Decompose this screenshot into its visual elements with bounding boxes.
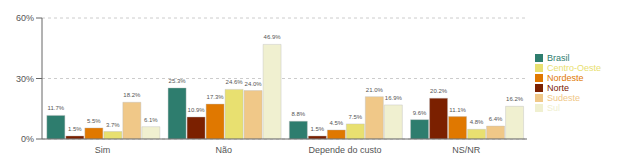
svg-text:25.3%: 25.3% xyxy=(169,78,187,84)
svg-text:Depende do custo: Depende do custo xyxy=(309,145,382,155)
svg-text:30%: 30% xyxy=(16,74,34,84)
svg-text:21.0%: 21.0% xyxy=(366,87,384,93)
svg-text:Sim: Sim xyxy=(95,145,111,155)
html-text:Sudeste: Sudeste xyxy=(547,92,580,103)
html-text:Nordeste: Nordeste xyxy=(547,72,584,83)
svg-text:16.2%: 16.2% xyxy=(506,96,524,102)
html-text:Sul: Sul xyxy=(547,102,560,113)
svg-text:NS/NR: NS/NR xyxy=(452,145,481,155)
svg-text:7.5%: 7.5% xyxy=(348,114,362,120)
svg-text:1.5%: 1.5% xyxy=(68,126,82,132)
svg-text:24.0%: 24.0% xyxy=(245,81,263,87)
svg-text:0%: 0% xyxy=(21,134,34,144)
svg-text:9.6%: 9.6% xyxy=(413,110,427,116)
svg-text:11.7%: 11.7% xyxy=(48,105,65,111)
svg-text:17.3%: 17.3% xyxy=(207,94,225,100)
svg-text:18.2%: 18.2% xyxy=(123,92,141,98)
html-text:Centro-Oeste: Centro-Oeste xyxy=(547,62,601,73)
svg-text:4.5%: 4.5% xyxy=(329,120,343,126)
svg-text:60%: 60% xyxy=(16,13,34,23)
svg-text:5.5%: 5.5% xyxy=(87,118,101,124)
html-text:Norte: Norte xyxy=(547,82,569,93)
svg-text:11.1%: 11.1% xyxy=(449,107,466,113)
svg-text:46.9%: 46.9% xyxy=(264,34,282,40)
svg-text:24.6%: 24.6% xyxy=(226,79,244,85)
svg-text:20.2%: 20.2% xyxy=(430,88,448,94)
html-text:Brasil: Brasil xyxy=(547,52,570,63)
svg-text:Não: Não xyxy=(216,145,233,155)
svg-text:16.9%: 16.9% xyxy=(385,95,403,101)
svg-text:6.4%: 6.4% xyxy=(489,116,503,122)
svg-text:4.8%: 4.8% xyxy=(470,119,484,125)
svg-text:6.1%: 6.1% xyxy=(144,117,158,123)
svg-text:1.5%: 1.5% xyxy=(310,126,324,132)
svg-text:3.7%: 3.7% xyxy=(106,122,120,128)
svg-text:8.8%: 8.8% xyxy=(291,111,305,117)
svg-text:10.9%: 10.9% xyxy=(188,107,206,113)
